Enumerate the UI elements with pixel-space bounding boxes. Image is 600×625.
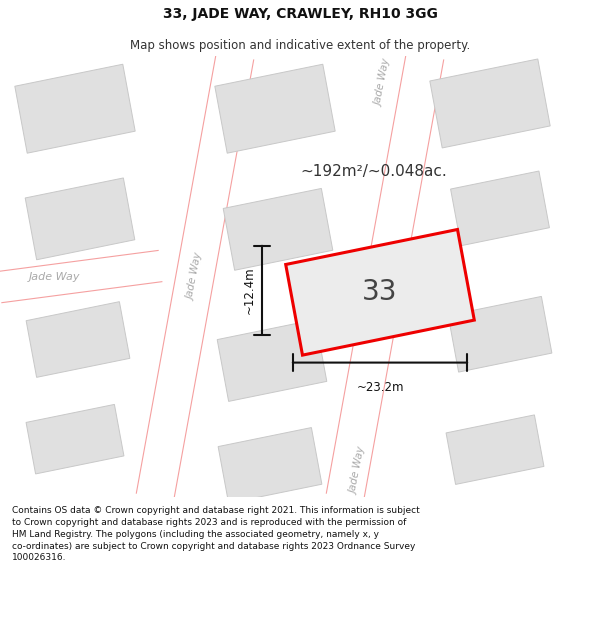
Text: Jade Way: Jade Way [374,58,392,107]
Polygon shape [451,171,550,246]
Text: ~23.2m: ~23.2m [356,381,404,394]
Text: ~192m²/~0.048ac.: ~192m²/~0.048ac. [300,164,447,179]
Polygon shape [217,319,327,401]
Text: ~12.4m: ~12.4m [243,266,256,314]
Polygon shape [223,189,333,270]
Polygon shape [215,64,335,153]
Polygon shape [136,52,254,501]
Text: Jade Way: Jade Way [349,446,367,495]
Polygon shape [218,428,322,503]
Text: Map shows position and indicative extent of the property.: Map shows position and indicative extent… [130,39,470,51]
Polygon shape [26,404,124,474]
Polygon shape [446,415,544,484]
Polygon shape [25,178,135,260]
Polygon shape [15,64,135,153]
Text: 33: 33 [362,278,398,306]
Polygon shape [286,229,474,355]
Polygon shape [0,251,162,302]
Polygon shape [26,302,130,378]
Polygon shape [326,52,443,501]
Text: Jade Way: Jade Way [29,271,81,281]
Text: Jade Way: Jade Way [185,252,205,301]
Text: 33, JADE WAY, CRAWLEY, RH10 3GG: 33, JADE WAY, CRAWLEY, RH10 3GG [163,7,437,21]
Polygon shape [448,296,552,372]
Polygon shape [430,59,550,148]
Text: Contains OS data © Crown copyright and database right 2021. This information is : Contains OS data © Crown copyright and d… [12,506,420,562]
